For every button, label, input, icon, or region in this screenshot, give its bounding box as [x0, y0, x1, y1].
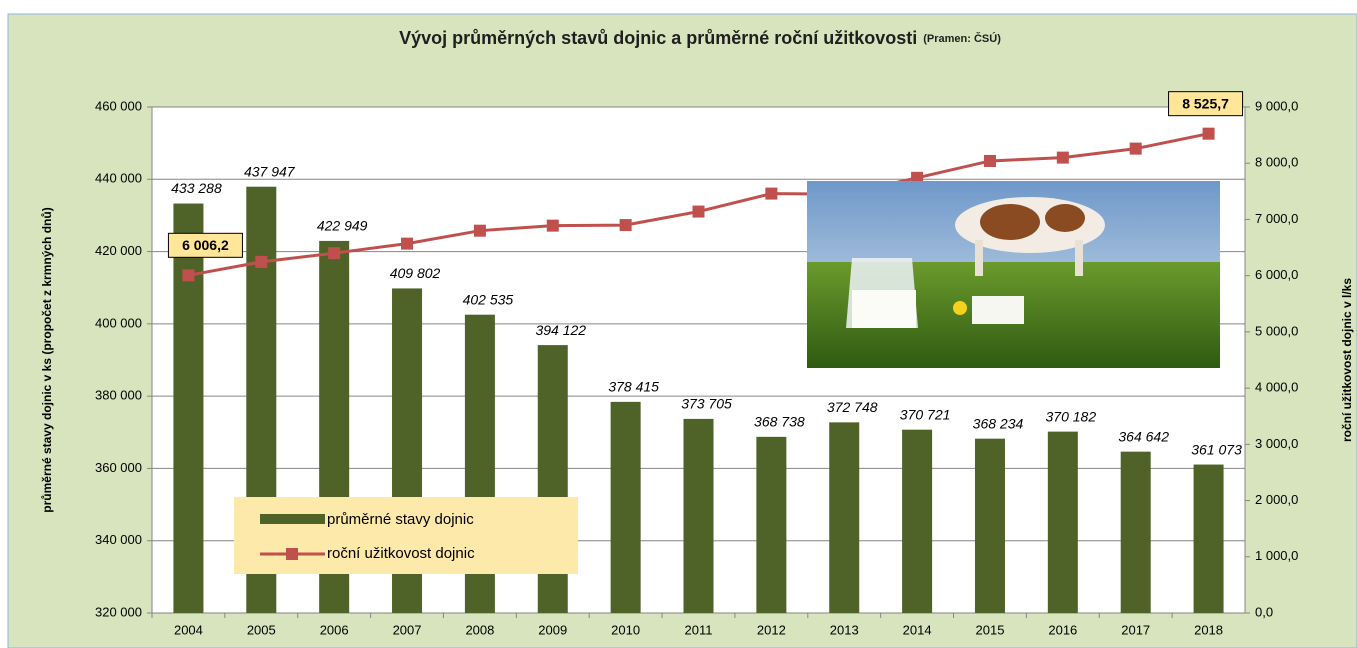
x-tick-label: 2010 — [611, 622, 640, 637]
bar-value-label: 370 721 — [900, 406, 951, 422]
line-value-label: 8 525,7 — [1182, 95, 1229, 111]
line-marker — [693, 206, 705, 218]
x-tick-label: 2011 — [685, 622, 713, 637]
bar — [173, 204, 203, 613]
y2-tick-label: 6 000,0 — [1255, 267, 1298, 282]
bar — [975, 439, 1005, 613]
line-marker — [547, 220, 559, 232]
y2-axis-title: roční užitkovost dojnic v l/ks — [1340, 278, 1354, 442]
legend-swatch — [260, 514, 325, 524]
line-value-label-box: 6 006,2 — [168, 233, 242, 257]
y2-tick-label: 7 000,0 — [1255, 211, 1298, 226]
x-tick-label: 2016 — [1048, 622, 1077, 637]
bar — [1048, 432, 1078, 613]
chart-title: Vývoj průměrných stavů dojnic a průměrné… — [399, 28, 1001, 48]
bar — [684, 419, 714, 613]
bar-value-label: 433 288 — [171, 180, 222, 196]
x-tick-label: 2006 — [320, 622, 349, 637]
legend-label: roční užitkovost dojnic — [327, 545, 475, 562]
y2-tick-label: 8 000,0 — [1255, 155, 1298, 170]
y-tick-label: 340 000 — [95, 532, 142, 547]
x-tick-label: 2014 — [903, 622, 932, 637]
line-marker — [255, 256, 267, 268]
legend: průměrné stavy dojnic roční užitkovost do… — [234, 497, 578, 574]
line-marker — [474, 225, 486, 237]
line-marker — [182, 269, 194, 281]
line-marker — [1057, 152, 1069, 164]
photo — [807, 181, 1220, 368]
title-text: Vývoj průměrných stavů dojnic a průměrné… — [399, 28, 917, 48]
x-tick-label: 2015 — [976, 622, 1005, 637]
y-tick-label: 400 000 — [95, 315, 142, 330]
bar — [1121, 452, 1151, 613]
y2-tick-label: 0,0 — [1255, 604, 1273, 619]
x-tick-label: 2008 — [465, 622, 494, 637]
line-marker — [765, 188, 777, 200]
bar-value-label: 368 738 — [754, 414, 805, 430]
subtitle: (Pramen: ČSÚ) — [923, 32, 1001, 45]
y-tick-label: 380 000 — [95, 388, 142, 403]
bar-value-label: 368 234 — [973, 415, 1024, 431]
bar — [611, 402, 641, 613]
bar — [902, 430, 932, 613]
y2-tick-label: 3 000,0 — [1255, 436, 1298, 451]
y2-tick-label: 9 000,0 — [1255, 98, 1298, 113]
bar-value-label: 402 535 — [463, 291, 514, 307]
line-value-label-box: 8 525,7 — [1169, 92, 1243, 116]
bar-value-label: 394 122 — [535, 322, 586, 338]
bar-value-label: 364 642 — [1118, 428, 1169, 444]
bar — [1194, 465, 1224, 613]
y2-tick-label: 4 000,0 — [1255, 380, 1298, 395]
y2-tick-label: 5 000,0 — [1255, 323, 1298, 338]
x-tick-label: 2013 — [830, 622, 859, 637]
bar — [829, 422, 859, 613]
bar — [756, 437, 786, 613]
bar-value-label: 373 705 — [681, 396, 732, 412]
line-marker — [1130, 143, 1142, 155]
bar-value-label: 378 415 — [608, 379, 659, 395]
y-tick-label: 420 000 — [95, 243, 142, 258]
y-axis-title: průměrné stavy dojnic v ks (propočet z k… — [40, 207, 54, 512]
x-tick-label: 2005 — [247, 622, 276, 637]
bar-value-label: 422 949 — [317, 218, 368, 234]
legend-box — [234, 497, 578, 574]
line-value-label: 6 006,2 — [182, 237, 229, 253]
chart: Vývoj průměrných stavů dojnic a průměrné… — [0, 0, 1357, 648]
line-marker — [1203, 128, 1215, 140]
x-tick-label: 2018 — [1194, 622, 1223, 637]
x-tick-label: 2004 — [174, 622, 203, 637]
y-tick-label: 460 000 — [95, 98, 142, 113]
y-tick-label: 440 000 — [95, 171, 142, 186]
x-tick-label: 2009 — [538, 622, 567, 637]
line-marker — [620, 219, 632, 231]
y2-tick-label: 2 000,0 — [1255, 492, 1298, 507]
x-tick-label: 2012 — [757, 622, 786, 637]
line-marker — [328, 247, 340, 259]
legend-swatch-marker — [286, 548, 298, 560]
y-tick-label: 360 000 — [95, 460, 142, 475]
line-marker — [984, 155, 996, 167]
bar-value-label: 437 947 — [244, 163, 296, 179]
x-tick-label: 2017 — [1121, 622, 1150, 637]
y-tick-label: 320 000 — [95, 604, 142, 619]
bar-value-label: 361 073 — [1191, 441, 1242, 457]
x-tick-label: 2007 — [393, 622, 422, 637]
y2-tick-label: 1 000,0 — [1255, 548, 1298, 563]
bar-value-label: 409 802 — [390, 265, 441, 281]
line-marker — [401, 238, 413, 250]
bar-value-label: 370 182 — [1046, 408, 1097, 424]
legend-label: průměrné stavy dojnic — [327, 511, 474, 528]
bar-value-label: 372 748 — [827, 399, 878, 415]
